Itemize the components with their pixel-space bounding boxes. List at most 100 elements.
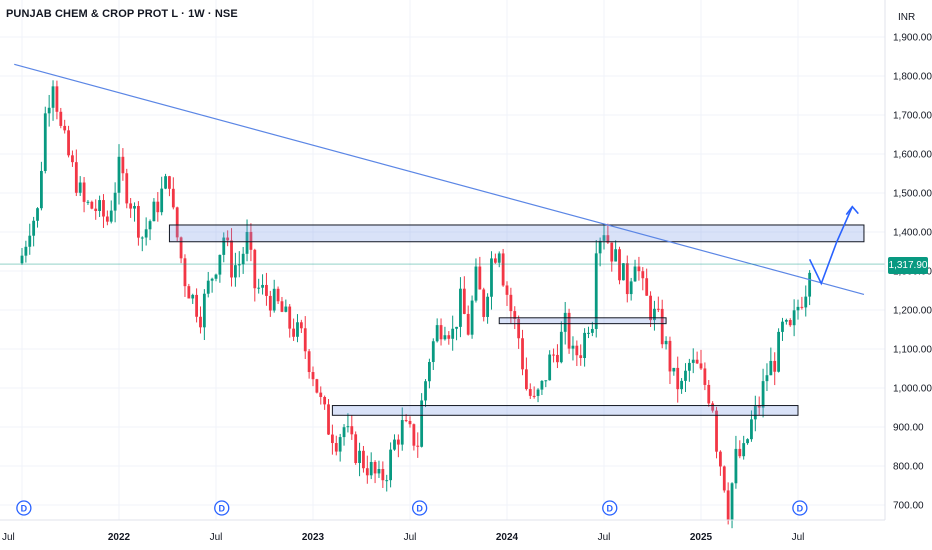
candle: [521, 338, 524, 370]
candle: [113, 192, 117, 211]
candle: [171, 188, 175, 208]
candle: [796, 306, 800, 311]
candle: [268, 295, 272, 311]
candle: [466, 313, 470, 335]
candle: [711, 403, 715, 411]
candle: [719, 451, 722, 467]
candle: [493, 258, 497, 263]
x-tick-label: Jul: [2, 532, 15, 543]
candle: [804, 296, 808, 308]
x-tick-label: 2024: [496, 532, 519, 543]
candle: [140, 237, 144, 239]
candle: [276, 288, 280, 302]
candle: [206, 280, 210, 294]
candle: [40, 170, 43, 209]
candle: [556, 354, 559, 363]
candle: [680, 380, 683, 390]
candle: [439, 325, 443, 340]
candle: [750, 419, 753, 440]
candle: [598, 240, 602, 254]
candle: [715, 410, 718, 452]
dividend-marker-label: D: [219, 504, 226, 514]
candle: [32, 220, 36, 236]
candle: [563, 312, 567, 332]
candle: [234, 265, 237, 278]
candle: [354, 434, 358, 463]
dividend-marker-label: D: [797, 504, 804, 514]
candle: [447, 335, 451, 339]
candle: [773, 360, 777, 372]
candle: [90, 201, 94, 209]
candle: [501, 253, 505, 286]
candle: [94, 208, 98, 211]
candle: [377, 468, 381, 474]
candle: [28, 235, 32, 247]
candle: [109, 210, 113, 222]
candle: [517, 318, 521, 339]
candle: [350, 426, 354, 435]
candle: [404, 420, 408, 422]
candle: [637, 266, 641, 272]
candle: [241, 253, 245, 265]
candle: [272, 288, 276, 311]
y-tick-label: 700.00: [893, 501, 924, 512]
candle: [311, 372, 315, 380]
candle: [606, 235, 610, 243]
candle: [331, 434, 334, 444]
candle: [548, 354, 552, 381]
candle: [784, 320, 788, 322]
current-price-label: 1,317.90: [888, 257, 928, 274]
candle: [210, 278, 214, 281]
candle: [761, 381, 765, 408]
candle: [664, 340, 668, 345]
dividend-marker-icon: [214, 500, 230, 516]
projection-path: [808, 206, 854, 286]
candle: [168, 176, 171, 189]
x-tick-label: Jul: [210, 532, 223, 543]
candle: [152, 201, 156, 222]
candle: [299, 322, 303, 329]
candle: [315, 379, 319, 393]
candle: [746, 439, 749, 444]
candle: [71, 155, 74, 163]
candle: [133, 206, 136, 209]
candle: [459, 288, 462, 327]
candle: [641, 271, 645, 279]
candle: [575, 345, 579, 356]
projection-arrowhead: [845, 205, 859, 216]
candle: [645, 278, 649, 296]
candle: [175, 207, 179, 238]
candle: [51, 86, 55, 108]
candle: [544, 380, 548, 382]
candle: [668, 340, 672, 372]
candle: [63, 125, 67, 131]
x-tick-label: 2025: [690, 532, 713, 543]
candle: [757, 405, 761, 408]
candle: [148, 221, 152, 230]
candle: [536, 389, 540, 396]
candle: [462, 288, 466, 314]
x-tick-label: 2022: [108, 532, 131, 543]
candle: [660, 308, 664, 345]
candle: [765, 375, 769, 382]
candle: [117, 156, 121, 193]
dividend-marker-label: D: [416, 504, 423, 514]
candle: [214, 274, 218, 279]
candle: [722, 466, 726, 491]
candle: [788, 320, 792, 326]
candle: [431, 341, 435, 363]
candle: [129, 203, 133, 209]
candle: [156, 201, 160, 213]
y-tick-label: 1,500.00: [893, 189, 932, 200]
candle: [67, 130, 70, 156]
candles-group: [20, 80, 812, 529]
candle: [303, 328, 307, 352]
dividend-marker-icon: [411, 500, 428, 516]
candle: [649, 295, 652, 321]
candle: [614, 249, 618, 262]
candle: [183, 258, 187, 287]
candle: [400, 420, 404, 445]
dividend-marker-icon: [16, 500, 32, 516]
